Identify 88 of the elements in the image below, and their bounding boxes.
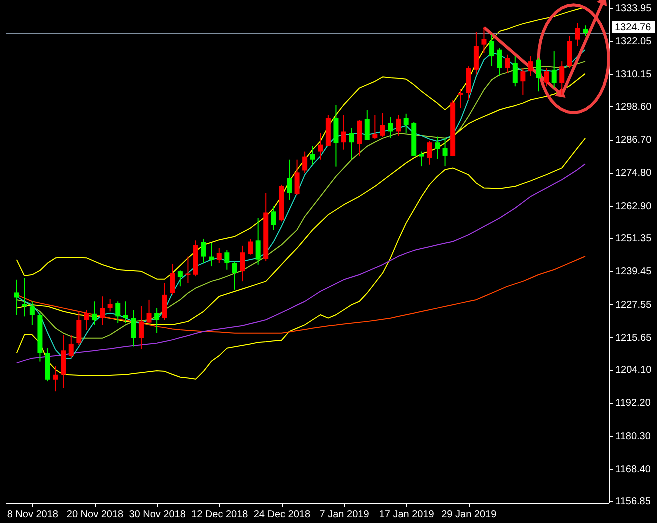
candlestick [123,301,128,324]
candlestick [512,56,518,88]
candlestick [364,110,370,141]
candlestick [256,218,261,266]
candlestick [53,366,58,392]
candlestick [209,242,214,268]
candlestick [240,245,246,282]
candlestick [404,113,409,134]
y-tick-label: 1286.70 [616,135,652,146]
candlestick [22,278,28,318]
candlestick [68,334,74,359]
x-tick-label: 12 Dec 2018 [192,510,249,520]
line-series [16,138,586,380]
candlestick [349,128,354,160]
x-tick-label: 8 Nov 2018 [7,510,59,520]
y-tick-label: 1333.95 [616,3,652,14]
candlestick [544,68,550,88]
y-tick-label: 1227.55 [616,300,652,311]
y-tick-label: 1298.60 [616,102,652,113]
candlestick [162,282,168,321]
candlestick [154,308,160,334]
x-tick-label: 29 Jan 2019 [442,510,498,520]
candlestick [583,25,588,37]
y-tick-label: 1274.80 [616,168,652,180]
candlestick [388,116,394,139]
candlestick [497,48,502,77]
x-tick-label: 30 Nov 2018 [129,510,186,520]
y-tick-label: 1322.05 [616,36,652,48]
candlestick [505,54,510,74]
candlestick [224,250,230,270]
y-tick-label: 1262.90 [616,201,652,212]
x-tick-label: 7 Jan 2019 [320,510,370,520]
candlestick [442,138,448,168]
y-tick-label: 1310.15 [616,70,652,81]
candlestick [84,309,90,331]
candlestick [302,151,308,174]
candlestick [372,114,378,140]
y-tick-label: 1239.45 [616,266,652,278]
candlestick [575,22,580,48]
candlestick [380,112,386,138]
candlestick [419,151,424,168]
candlestick [248,238,254,256]
candlestick [294,159,300,196]
candlestick [30,301,35,326]
y-tick-label: 1251.35 [616,233,652,244]
candlestick [396,114,402,136]
x-tick-label: 24 Dec 2018 [254,510,311,520]
candlestick [232,261,238,290]
candlestick [286,159,292,200]
candlestick [138,306,144,350]
candlestick [458,88,464,109]
candlestick [170,264,176,296]
line-series [16,164,586,364]
candlestick [474,32,479,76]
candlestick [216,248,222,264]
candlestick [131,309,136,348]
candlestick [560,61,565,96]
candlestick [536,57,542,92]
candlestick [520,68,526,96]
candlestick [318,132,324,160]
y-tick-label: 1156.85 [616,496,652,508]
y-tick-label: 1215.65 [616,332,652,344]
x-tick-label: 20 Nov 2018 [66,510,124,520]
y-tick-label: 1204.10 [616,365,652,376]
candlestick [490,34,495,67]
candlestick [14,279,20,316]
candlestick [482,27,487,54]
y-tick-label: 1192.20 [616,398,652,410]
candlestick [552,51,557,89]
candlestick [146,299,152,324]
candlestick [100,296,106,326]
candlestick [201,238,206,264]
ref-line-label: 1324.76 [615,22,652,34]
candlestick [116,301,121,324]
candlestick [528,56,534,77]
x-tick-label: 17 Jan 2019 [379,510,435,520]
candlestick [342,114,347,150]
candlestick [178,270,183,288]
candlestick [357,120,362,158]
candlestick [434,136,440,160]
candlestick [92,301,98,326]
candlestick [108,298,113,312]
candlestick [271,206,276,231]
candlestick [310,146,316,166]
candlestick [76,311,82,346]
candlestick [427,140,432,166]
y-tick-label: 1168.40 [616,464,652,476]
y-tick-label: 1180.30 [616,431,652,442]
